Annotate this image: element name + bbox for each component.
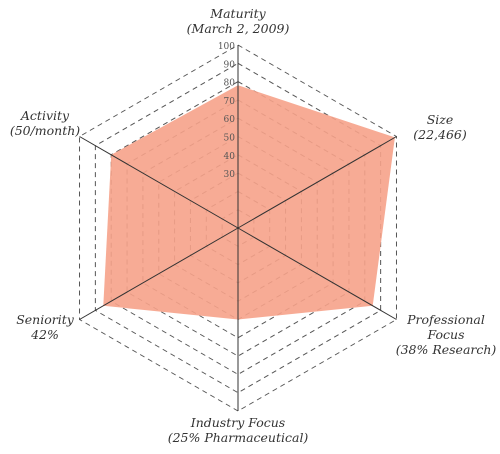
- radar-series: [103, 85, 395, 320]
- axis-label-line: (50/month): [10, 123, 80, 138]
- axis-label-2: Professional Focus (38% Research): [396, 312, 497, 357]
- axis-spoke-2: [237, 227, 397, 320]
- axis-label-line: Activity: [20, 108, 70, 123]
- axis-label-1: Size (22,466): [413, 112, 467, 142]
- axis-label-line: (March 2, 2009): [187, 21, 290, 36]
- series-area: [103, 85, 395, 320]
- axis-label-0: Maturity (March 2, 2009): [187, 6, 290, 36]
- axis-label-line: Professional: [406, 312, 485, 327]
- tick-label-70: 70: [224, 97, 236, 107]
- axis-label-line: Focus: [427, 327, 465, 342]
- axis-label-line: Industry Focus: [190, 415, 285, 430]
- axis-label-line: Seniority: [16, 312, 75, 327]
- tick-label-60: 60: [224, 115, 236, 125]
- tick-label-30: 30: [224, 170, 236, 180]
- axis-spoke-4: [79, 227, 239, 320]
- tick-label-90: 90: [224, 60, 236, 70]
- axis-label-line: (25% Pharmaceutical): [168, 430, 309, 445]
- tick-label-40: 40: [224, 152, 236, 162]
- axis-label-3: Industry Focus (25% Pharmaceutical): [168, 415, 309, 445]
- radar-tick-labels: 30 40 50 60 70 80 90 100: [218, 42, 235, 180]
- tick-label-80: 80: [224, 79, 236, 89]
- axis-label-line: (22,466): [413, 127, 467, 142]
- axis-label-line: Maturity: [209, 6, 266, 21]
- axis-label-4: Seniority 42%: [16, 312, 75, 342]
- axis-label-line: Size: [427, 112, 454, 127]
- axis-label-line: 42%: [30, 327, 59, 342]
- axis-spoke-5: [79, 136, 239, 229]
- radar-axes: [79, 45, 397, 411]
- axis-label-line: (38% Research): [396, 342, 497, 357]
- radar-axis-labels: Maturity (March 2, 2009) Size (22,466) Profe…: [10, 6, 497, 445]
- tick-label-50: 50: [224, 134, 236, 144]
- tick-label-100: 100: [218, 42, 235, 52]
- axis-label-5: Activity (50/month): [10, 108, 80, 138]
- axis-spoke-1: [237, 136, 397, 229]
